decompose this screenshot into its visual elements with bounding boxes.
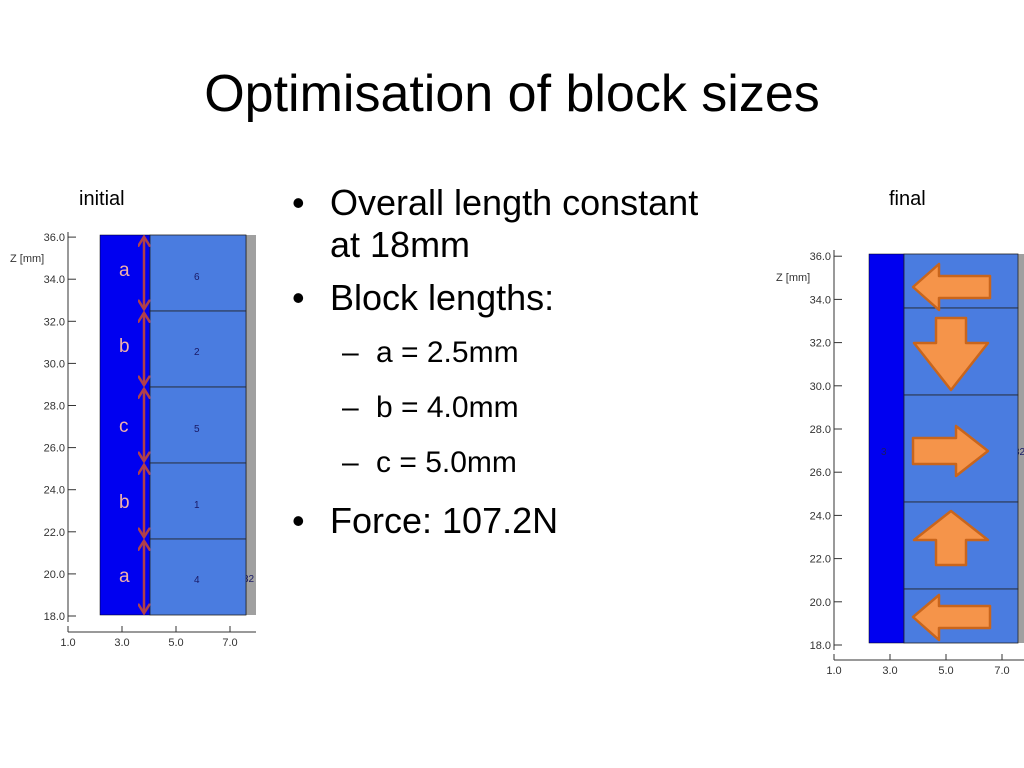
segment-label-5: a <box>119 566 130 587</box>
initial-edge-label: 32 <box>243 574 255 585</box>
bullet-block-lengths-text: Block lengths: <box>330 276 555 318</box>
final-ytick-label: 18.0 <box>810 640 831 652</box>
final-ytick-label: 20.0 <box>810 597 831 609</box>
final-plot: 18.0 20.0 22.0 24.0 26.0 28.0 30.0 32.0 34.0 36.0… <box>776 250 1024 677</box>
initial-block-4 <box>149 538 247 616</box>
final-ytick-label: 28.0 <box>810 424 831 436</box>
initial-xtick-label: 3.0 <box>114 637 129 649</box>
bullet-overall-length-text: Overall length constant at 18mm <box>330 182 699 266</box>
initial-block-6 <box>149 234 247 312</box>
initial-block-num-4: 1 <box>194 500 200 511</box>
magnetisation-arrows <box>911 262 992 642</box>
arrow-left-bottom-icon <box>911 593 992 642</box>
initial-gray-strip <box>246 235 256 615</box>
final-xtick-label: 7.0 <box>994 665 1009 677</box>
final-gray-strip <box>1018 254 1024 643</box>
initial-ytick-label: 32.0 <box>44 316 65 328</box>
arrow-left-icon <box>911 262 992 312</box>
final-ytick-label: 36.0 <box>810 251 831 263</box>
final-y-axis-label: Z [mm] <box>776 272 810 284</box>
initial-ytick-label: 36.0 <box>44 232 65 244</box>
initial-xtick-label: 5.0 <box>168 637 183 649</box>
sub-bullet-c: – c = 5.0mm <box>292 445 732 481</box>
dash-a: – <box>342 336 359 370</box>
sub-bullet-a: – a = 2.5mm <box>292 335 732 371</box>
final-dark-column <box>868 253 905 644</box>
initial-ytick-label: 34.0 <box>44 274 65 286</box>
initial-ytick-label: 18.0 <box>44 611 65 623</box>
initial-y-axis-label: Z [mm] <box>10 253 44 265</box>
final-xtick-label: 5.0 <box>938 665 953 677</box>
segment-label-1: a <box>119 260 130 281</box>
sub-bullet-b: – b = 4.0mm <box>292 390 732 426</box>
final-ytick-label: 30.0 <box>810 381 831 393</box>
sub-bullet-a-text: a = 2.5mm <box>376 336 519 370</box>
arrow-right-icon <box>911 424 990 478</box>
final-ytick-label: 32.0 <box>810 338 831 350</box>
final-ytick-label: 26.0 <box>810 467 831 479</box>
final-ytick-label: 22.0 <box>810 554 831 566</box>
segment-label-3: c <box>119 416 129 437</box>
initial-ytick-label: 26.0 <box>44 443 65 455</box>
initial-block-num-1: 6 <box>194 272 200 283</box>
dash-c: – <box>342 446 359 480</box>
sub-bullet-c-text: c = 5.0mm <box>376 446 517 480</box>
bullet-block-lengths: Block lengths: <box>292 276 732 320</box>
initial-block-5 <box>149 386 247 464</box>
initial-xtick-label: 7.0 <box>222 637 237 649</box>
bullet-list: Overall length constant at 18mm Block le… <box>292 182 732 553</box>
initial-ytick-label: 24.0 <box>44 485 65 497</box>
initial-label: initial <box>79 188 125 210</box>
final-y-axis: 18.0 20.0 22.0 24.0 26.0 28.0 30.0 32.0 34.0 36.0 <box>810 250 842 652</box>
arrow-up-icon <box>912 509 990 567</box>
initial-ytick-label: 22.0 <box>44 527 65 539</box>
final-label: final <box>889 188 926 210</box>
sub-bullet-b-text: b = 4.0mm <box>376 391 519 425</box>
initial-block-num-2: 2 <box>194 347 200 358</box>
initial-block-1 <box>149 462 247 540</box>
bullet-overall-length: Overall length constant at 18mm <box>292 182 732 267</box>
initial-xtick-label: 1.0 <box>60 637 75 649</box>
initial-plot: 18.0 20.0 22.0 24.0 26.0 28.0 30.0 32.0 34.0 36.0… <box>10 232 256 649</box>
initial-ytick-label: 20.0 <box>44 569 65 581</box>
final-edge-label: 32 <box>1014 447 1024 458</box>
final-xtick-label: 3.0 <box>882 665 897 677</box>
initial-blocks: 6 2 5 1 4 <box>149 234 247 616</box>
final-ytick-label: 34.0 <box>810 294 831 306</box>
final-ytick-label: 24.0 <box>810 510 831 522</box>
final-x-axis: 1.0 3.0 5.0 7.0 <box>826 654 1024 677</box>
initial-block-2 <box>149 310 247 388</box>
initial-ytick-label: 28.0 <box>44 401 65 413</box>
initial-block-num-3: 5 <box>194 424 200 435</box>
initial-ytick-label: 30.0 <box>44 358 65 370</box>
bullet-force-text: Force: 107.2N <box>330 500 559 542</box>
dash-b: – <box>342 391 359 425</box>
final-xtick-label: 1.0 <box>826 665 841 677</box>
segment-label-4: b <box>119 492 130 513</box>
final-column-label: 3 <box>881 447 887 458</box>
initial-y-axis: 18.0 20.0 22.0 24.0 26.0 28.0 30.0 32.0 34.0 36.0 <box>44 232 76 623</box>
segment-label-2: b <box>119 336 130 357</box>
initial-block-num-5: 4 <box>194 575 200 586</box>
slide-title: Optimisation of block sizes <box>204 65 820 123</box>
arrow-down-icon <box>912 316 990 392</box>
bullet-force: Force: 107.2N <box>292 500 732 543</box>
initial-x-axis: 1.0 3.0 5.0 7.0 <box>60 626 256 649</box>
